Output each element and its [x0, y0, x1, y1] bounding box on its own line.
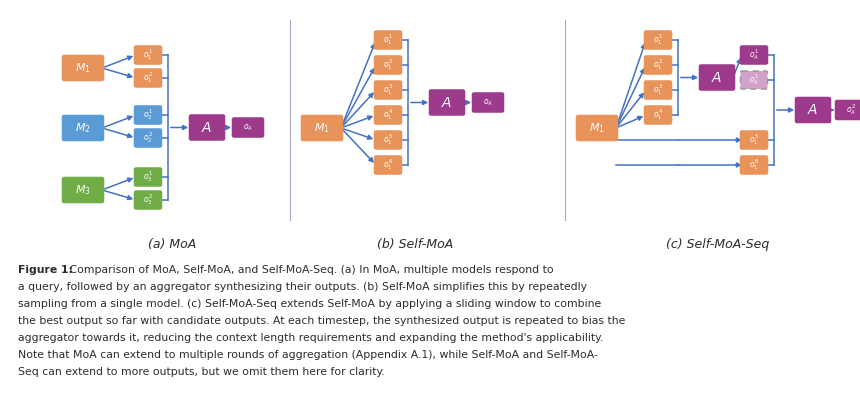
- Text: Seq can extend to more outputs, but we omit them here for clarity.: Seq can extend to more outputs, but we o…: [18, 367, 384, 377]
- FancyBboxPatch shape: [740, 46, 767, 64]
- Text: $o_1^5$: $o_1^5$: [749, 133, 759, 147]
- FancyBboxPatch shape: [472, 93, 503, 112]
- Text: $M_3$: $M_3$: [75, 183, 91, 197]
- FancyBboxPatch shape: [644, 31, 672, 49]
- FancyBboxPatch shape: [374, 31, 402, 49]
- Text: $o_1^4$: $o_1^4$: [383, 108, 393, 122]
- Text: $A$: $A$: [711, 70, 722, 84]
- Text: $o_1^4$: $o_1^4$: [653, 108, 663, 122]
- FancyBboxPatch shape: [374, 106, 402, 124]
- Text: $M_1$: $M_1$: [589, 121, 605, 135]
- Text: $o_1^3$: $o_1^3$: [383, 82, 393, 98]
- Text: $o_1^2$: $o_1^2$: [653, 58, 663, 73]
- Text: $o_1^6$: $o_1^6$: [749, 157, 759, 173]
- FancyBboxPatch shape: [63, 178, 103, 203]
- Text: $A$: $A$: [808, 103, 819, 117]
- Text: $o_1^1$: $o_1^1$: [653, 33, 663, 47]
- FancyBboxPatch shape: [302, 115, 342, 140]
- Text: $A$: $A$: [201, 120, 212, 134]
- Text: $o_1^3$: $o_1^3$: [653, 82, 663, 98]
- Text: (b) Self-MoA: (b) Self-MoA: [377, 238, 453, 251]
- Text: $o_1^5$: $o_1^5$: [383, 133, 393, 147]
- Text: $A$: $A$: [441, 96, 452, 110]
- FancyBboxPatch shape: [644, 81, 672, 99]
- FancyBboxPatch shape: [699, 65, 734, 90]
- Text: $M_1$: $M_1$: [314, 121, 330, 135]
- Text: Figure 1:: Figure 1:: [18, 265, 73, 275]
- FancyBboxPatch shape: [644, 56, 672, 74]
- Text: Comparison of MoA, Self-MoA, and Self-MoA-Seq. (a) In MoA, multiple models respo: Comparison of MoA, Self-MoA, and Self-Mo…: [66, 265, 554, 275]
- FancyBboxPatch shape: [796, 98, 831, 122]
- Text: $o_1^6$: $o_1^6$: [383, 157, 393, 173]
- FancyBboxPatch shape: [374, 131, 402, 149]
- FancyBboxPatch shape: [134, 191, 162, 209]
- FancyBboxPatch shape: [644, 106, 672, 124]
- FancyBboxPatch shape: [63, 56, 103, 80]
- FancyBboxPatch shape: [134, 69, 162, 87]
- Text: $o_3^1$: $o_3^1$: [143, 170, 153, 185]
- Text: $o_A$: $o_A$: [483, 97, 493, 108]
- FancyBboxPatch shape: [740, 71, 767, 89]
- Text: (a) MoA: (a) MoA: [148, 238, 196, 251]
- FancyBboxPatch shape: [836, 101, 860, 119]
- Text: $o_A^1$: $o_A^1$: [749, 47, 759, 63]
- Text: aggregator towards it, reducing the context length requirements and expanding th: aggregator towards it, reducing the cont…: [18, 333, 604, 343]
- Text: $M_2$: $M_2$: [75, 121, 91, 135]
- Text: $o_2^1$: $o_2^1$: [143, 108, 153, 122]
- FancyBboxPatch shape: [429, 90, 464, 115]
- Text: $o_1^2$: $o_1^2$: [143, 70, 153, 85]
- FancyBboxPatch shape: [63, 115, 103, 140]
- Text: $M_1$: $M_1$: [75, 61, 91, 75]
- FancyBboxPatch shape: [740, 156, 767, 174]
- Text: $o_A^1$: $o_A^1$: [749, 73, 759, 87]
- FancyBboxPatch shape: [374, 81, 402, 99]
- Text: $o_1^2$: $o_1^2$: [383, 58, 393, 73]
- FancyBboxPatch shape: [134, 168, 162, 186]
- FancyBboxPatch shape: [134, 129, 162, 147]
- Text: $o_A$: $o_A$: [243, 122, 253, 133]
- Text: (c) Self-MoA-Seq: (c) Self-MoA-Seq: [666, 238, 770, 251]
- FancyBboxPatch shape: [740, 131, 767, 149]
- Text: a query, followed by an aggregator synthesizing their outputs. (b) Self-MoA simp: a query, followed by an aggregator synth…: [18, 282, 587, 292]
- Text: $o_A^2$: $o_A^2$: [846, 103, 856, 117]
- Text: $o_1^1$: $o_1^1$: [383, 33, 393, 47]
- Text: the best output so far with candidate outputs. At each timestep, the synthesized: the best output so far with candidate ou…: [18, 316, 625, 326]
- FancyBboxPatch shape: [134, 46, 162, 64]
- Text: $o_2^2$: $o_2^2$: [143, 131, 153, 145]
- FancyBboxPatch shape: [374, 56, 402, 74]
- FancyBboxPatch shape: [232, 118, 263, 137]
- FancyBboxPatch shape: [134, 106, 162, 124]
- Text: $o_1^1$: $o_1^1$: [143, 47, 153, 63]
- FancyBboxPatch shape: [374, 156, 402, 174]
- FancyBboxPatch shape: [576, 115, 617, 140]
- Text: $o_3^2$: $o_3^2$: [143, 192, 153, 208]
- Text: Note that MoA can extend to multiple rounds of aggregation (Appendix A.1), while: Note that MoA can extend to multiple rou…: [18, 350, 598, 360]
- Text: sampling from a single model. (c) Self-MoA-Seq extends Self-MoA by applying a sl: sampling from a single model. (c) Self-M…: [18, 299, 601, 309]
- FancyBboxPatch shape: [189, 115, 224, 140]
